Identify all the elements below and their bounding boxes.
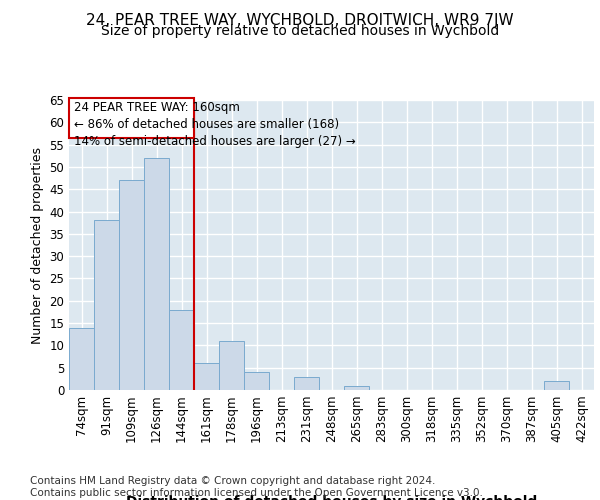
Text: Contains HM Land Registry data © Crown copyright and database right 2024.
Contai: Contains HM Land Registry data © Crown c…	[30, 476, 483, 498]
Bar	[94, 220, 119, 390]
Bar	[169, 310, 194, 390]
Text: 24 PEAR TREE WAY: 160sqm
← 86% of detached houses are smaller (168)
14% of semi-: 24 PEAR TREE WAY: 160sqm ← 86% of detach…	[74, 100, 356, 148]
Bar	[119, 180, 144, 390]
Bar	[219, 341, 244, 390]
X-axis label: Distribution of detached houses by size in Wychbold: Distribution of detached houses by size …	[126, 496, 537, 500]
Bar	[244, 372, 269, 390]
Bar	[144, 158, 169, 390]
Text: Size of property relative to detached houses in Wychbold: Size of property relative to detached ho…	[101, 24, 499, 38]
Bar	[294, 376, 319, 390]
Text: 24, PEAR TREE WAY, WYCHBOLD, DROITWICH, WR9 7JW: 24, PEAR TREE WAY, WYCHBOLD, DROITWICH, …	[86, 12, 514, 28]
FancyBboxPatch shape	[69, 98, 194, 138]
Bar	[194, 363, 219, 390]
Bar	[544, 381, 569, 390]
Bar	[344, 386, 369, 390]
Bar	[69, 328, 94, 390]
Y-axis label: Number of detached properties: Number of detached properties	[31, 146, 44, 344]
